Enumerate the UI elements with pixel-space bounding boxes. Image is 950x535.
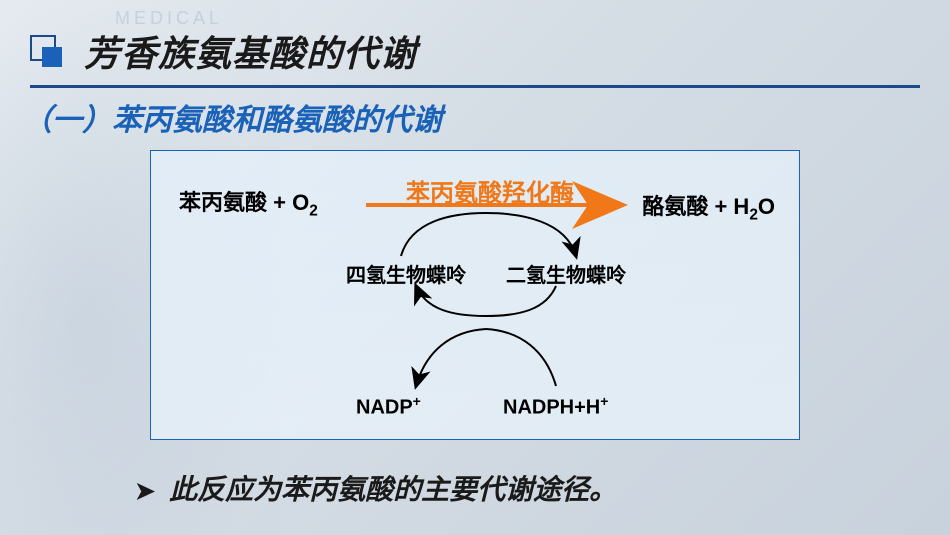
footer-text: 此反应为苯丙氨酸的主要代谢途径。 — [169, 474, 617, 505]
plus-2: + — [708, 194, 733, 219]
cofactor-nadp: NADP+ — [356, 393, 421, 420]
product-tyr: 酪氨酸 — [642, 194, 708, 219]
reaction-diagram: 苯丙氨酸 + O2 苯丙氨酸羟化酶 酪氨酸 + H2O 四氢生物蝶呤 二氢生物蝶… — [150, 150, 800, 440]
title-bullet-icon — [30, 35, 62, 67]
cofactor-nadph: NADPH+H+ — [503, 393, 608, 420]
product-right: 酪氨酸 + H2O — [642, 189, 775, 224]
title-row: 芳香族氨基酸的代谢 — [30, 25, 920, 88]
section-subtitle: （一）苯丙氨酸和酪氨酸的代谢 — [22, 95, 442, 139]
footer-note: ➤ 此反应为苯丙氨酸的主要代谢途径。 — [135, 468, 617, 508]
enzyme-label: 苯丙氨酸羟化酶 — [406, 173, 574, 208]
page-title: 芳香族氨基酸的代谢 — [84, 25, 417, 77]
reactant-o2: O2 — [292, 190, 318, 215]
reactant-left: 苯丙氨酸 + O2 — [179, 185, 318, 220]
cofactor-bh4: 四氢生物蝶呤 — [346, 259, 466, 288]
reactant-phe: 苯丙氨酸 — [179, 190, 267, 215]
plus-1: + — [267, 190, 292, 215]
product-h2o: H2O — [733, 194, 775, 219]
cofactor-bh2: 二氢生物蝶呤 — [506, 259, 626, 288]
chevron-icon: ➤ — [135, 478, 155, 505]
